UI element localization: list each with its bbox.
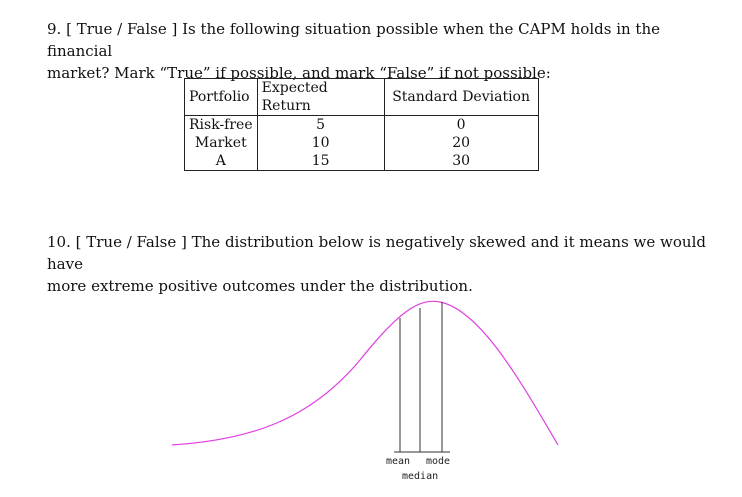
cell-standard-deviation: 30 — [383, 152, 539, 171]
table-row: A 15 30 — [184, 152, 539, 171]
question-10-line-2: more extreme positive outcomes under the… — [47, 277, 473, 295]
mean-label: mean — [386, 456, 410, 467]
cell-expected-return: 5 — [256, 115, 385, 134]
question-9-line-2: market? Mark “True” if possible, and mar… — [47, 64, 551, 82]
cell-portfolio: Risk-free — [184, 115, 258, 134]
header-portfolio: Portfolio — [184, 78, 258, 116]
header-standard-deviation: Standard Deviation — [383, 78, 539, 116]
cell-portfolio: A — [184, 152, 258, 171]
table-row: Market 10 20 — [184, 134, 539, 152]
mode-label: mode — [426, 456, 450, 467]
distribution-curve — [171, 300, 559, 446]
question-9: 9. [ True / False ] Is the following sit… — [47, 18, 727, 84]
cell-standard-deviation: 0 — [383, 115, 539, 134]
capm-table: Portfolio Expected Return Standard Devia… — [184, 78, 539, 171]
cell-expected-return: 15 — [256, 152, 385, 171]
question-9-line-1: 9. [ True / False ] Is the following sit… — [47, 20, 660, 60]
median-label: median — [402, 471, 438, 482]
table-header-row: Portfolio Expected Return Standard Devia… — [184, 78, 539, 116]
header-expected-return: Expected Return — [256, 78, 385, 116]
cell-expected-return: 10 — [256, 134, 385, 152]
table-row: Risk-free 5 0 — [184, 115, 539, 134]
question-10-line-1: 10. [ True / False ] The distribution be… — [47, 233, 706, 273]
cell-standard-deviation: 20 — [383, 134, 539, 152]
question-10: 10. [ True / False ] The distribution be… — [47, 231, 727, 297]
cell-portfolio: Market — [184, 134, 258, 152]
skewed-distribution-figure: mean mode median — [171, 300, 559, 482]
